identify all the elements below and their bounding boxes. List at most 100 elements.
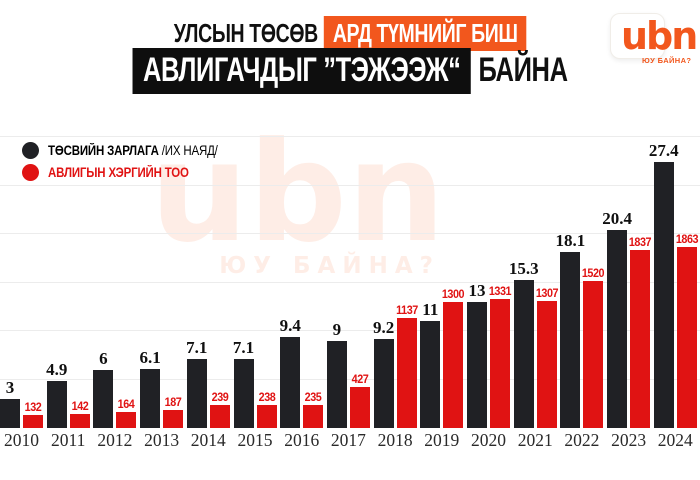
budget-value-2015: 7.1 xyxy=(232,338,255,358)
gridline xyxy=(0,330,700,331)
cases-value-2018: 1137 xyxy=(395,302,418,317)
title-line-2: АВЛИГАЧДЫГ ”ТЭЖЭЭЖ“ БАЙНА xyxy=(0,47,700,94)
year-label-2022: 2022 xyxy=(564,430,600,450)
ubn-logo: ubn ЮУ БАЙНА? xyxy=(606,12,700,65)
gridline xyxy=(0,281,700,283)
budget-legend-unit: /ИХ НАЯД/ xyxy=(158,142,218,158)
cases-value-2019: 1300 xyxy=(442,286,465,301)
legend-item-cases: АВЛИГЫН ХЭРГИЙН ТОО xyxy=(22,162,248,182)
year-label-2015: 2015 xyxy=(237,430,273,450)
budget-bar-2024 xyxy=(653,162,674,428)
budget-value-2012: 6 xyxy=(99,348,108,368)
title-line-1-inner: УЛСЫН ТӨСӨВ АРД ТҮМНИЙГ БИШ xyxy=(174,16,527,51)
cases-bar-2012 xyxy=(116,412,137,428)
budget-legend-label: ТӨСВИЙН ЗАРЛАГА xyxy=(48,142,159,158)
budget-bar-2019 xyxy=(420,321,441,428)
budget-value-2020: 13 xyxy=(468,280,486,300)
budget-value-2011: 4.9 xyxy=(46,359,68,379)
infographic-title: УЛСЫН ТӨСӨВ АРД ТҮМНИЙГ БИШ АВЛИГАЧДЫГ ”Т… xyxy=(0,16,700,94)
budget-value-2016: 9.4 xyxy=(279,315,301,335)
cases-value-2014: 239 xyxy=(211,389,229,404)
cases-bar-2023 xyxy=(630,249,651,428)
title-line-2-inner: АВЛИГАЧДЫГ ”ТЭЖЭЭЖ“ БАЙНА xyxy=(132,47,568,94)
year-label-2010: 2010 xyxy=(4,430,39,450)
budget-value-2022: 18.1 xyxy=(555,231,586,251)
cases-value-2010: 132 xyxy=(24,400,42,415)
cases-legend-text: АВЛИГЫН ХЭРГИЙН ТОО xyxy=(48,165,189,180)
cases-value-2024: 1863 xyxy=(675,232,699,247)
chart-legend: ТӨСВИЙН ЗАРЛАГА /ИХ НАЯД/ АВЛИГЫН ХЭРГИЙ… xyxy=(22,140,248,184)
budget-bar-2022 xyxy=(560,252,581,428)
cases-value-2017: 427 xyxy=(351,371,369,386)
budget-bar-2013 xyxy=(140,368,161,428)
cases-bar-2015 xyxy=(256,404,277,428)
title-line-1: УЛСЫН ТӨСӨВ АРД ТҮМНИЙГ БИШ xyxy=(0,16,700,51)
budget-value-2014: 7.1 xyxy=(186,338,208,358)
budget-value-2010: 3 xyxy=(5,377,15,397)
budget-bar-2014 xyxy=(186,359,207,428)
year-label-2016: 2016 xyxy=(284,430,320,450)
cases-value-2011: 142 xyxy=(71,399,89,414)
year-label-2012: 2012 xyxy=(97,430,133,450)
budget-bar-2021 xyxy=(513,279,534,428)
title-line1-orange-highlight: АРД ТҮМНИЙГ БИШ xyxy=(323,16,527,51)
cases-value-2015: 238 xyxy=(258,389,275,404)
budget-legend-text: ТӨСВИЙН ЗАРЛАГА /ИХ НАЯД/ xyxy=(48,143,218,158)
budget-bar-2011 xyxy=(46,380,67,428)
title-line2-plain-text: БАЙНА xyxy=(478,50,568,89)
gridline xyxy=(0,378,700,380)
cases-legend-label: АВЛИГЫН ХЭРГИЙН ТОО xyxy=(48,164,189,180)
ubn-logo-tagline: ЮУ БАЙНА? xyxy=(642,56,692,65)
cases-bar-2024 xyxy=(676,247,697,428)
budget-value-2023: 20.4 xyxy=(602,209,632,229)
budget-bar-2012 xyxy=(93,369,114,428)
year-label-2021: 2021 xyxy=(517,430,553,450)
cases-bar-2018 xyxy=(396,317,417,428)
cases-value-2021: 1307 xyxy=(535,286,559,301)
cases-bar-2019 xyxy=(443,301,464,428)
budget-value-2013: 6.1 xyxy=(139,347,161,367)
budget-bar-2018 xyxy=(373,338,394,428)
title-line2-black-highlight: АВЛИГАЧДЫГ ”ТЭЖЭЭЖ“ xyxy=(132,47,471,94)
budget-bar-2016 xyxy=(280,336,301,428)
ubn-logo-text: ubn xyxy=(621,14,698,58)
ubn-logo-box xyxy=(610,13,665,59)
cases-value-2016: 235 xyxy=(304,390,322,405)
cases-bar-2013 xyxy=(163,409,184,428)
cases-value-2022: 1520 xyxy=(582,265,605,280)
cases-bar-2020 xyxy=(490,298,510,428)
cases-bar-2016 xyxy=(303,405,324,428)
cases-bar-2011 xyxy=(69,414,90,428)
cases-value-2012: 164 xyxy=(118,397,135,412)
cases-bar-2014 xyxy=(209,404,230,428)
year-label-2013: 2013 xyxy=(144,430,180,450)
year-label-2020: 2020 xyxy=(471,430,506,450)
budget-value-2017: 9 xyxy=(332,319,342,339)
budget-bar-2023 xyxy=(607,230,628,428)
budget-bar-2020 xyxy=(467,301,487,428)
year-label-2017: 2017 xyxy=(330,430,366,450)
cases-value-2023: 1837 xyxy=(628,234,652,249)
budget-legend-dot-icon xyxy=(22,141,39,159)
cases-value-2013: 187 xyxy=(164,394,182,409)
budget-bar-2015 xyxy=(233,359,254,428)
year-label-2024: 2024 xyxy=(657,430,693,450)
cases-bar-2017 xyxy=(349,386,370,428)
gridline xyxy=(0,184,700,186)
budget-bar-2010 xyxy=(0,398,20,428)
year-label-2014: 2014 xyxy=(190,430,226,450)
cases-bar-2022 xyxy=(583,280,604,428)
year-label-2019: 2019 xyxy=(424,430,460,450)
legend-item-budget: ТӨСВИЙН ЗАРЛАГА /ИХ НАЯД/ xyxy=(22,140,248,160)
budget-value-2024: 27.4 xyxy=(648,141,679,161)
cases-bar-2010 xyxy=(23,415,43,428)
cases-value-2020: 1331 xyxy=(488,283,512,298)
budget-value-2021: 15.3 xyxy=(508,258,539,278)
budget-bar-2017 xyxy=(326,340,347,428)
year-label-2011: 2011 xyxy=(51,430,86,450)
gridline xyxy=(0,233,700,234)
gridline xyxy=(0,136,700,137)
year-label-2023: 2023 xyxy=(611,430,647,450)
budget-value-2019: 11 xyxy=(422,300,439,320)
